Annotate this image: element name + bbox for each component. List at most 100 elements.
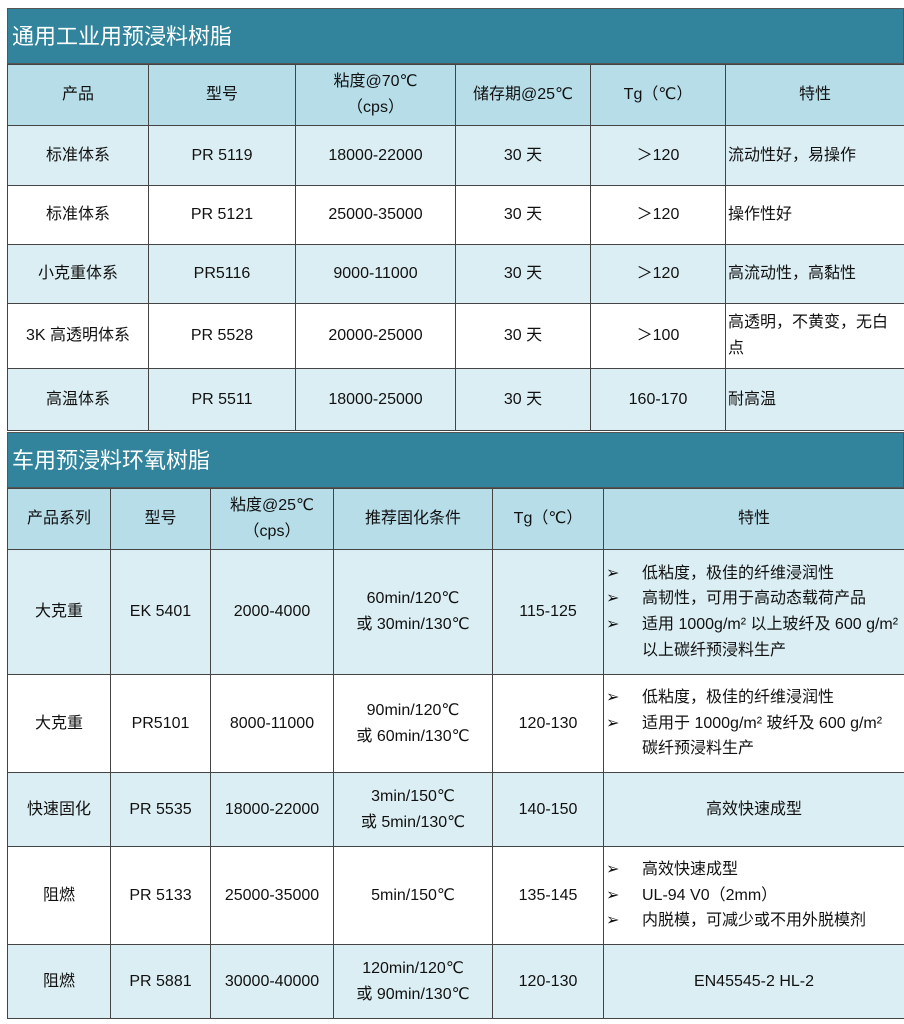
table-cell: 30 天: [455, 303, 591, 369]
table-cell: PR 5528: [148, 303, 296, 369]
table-cell: 30 天: [455, 185, 591, 245]
table-cell: 20000-25000: [295, 303, 456, 369]
table-cell: 115-125: [492, 549, 604, 675]
table-cell: PR5101: [110, 674, 211, 773]
table-automotive: 车用预浸料环氧树脂 产品系列 型号 粘度@25℃ （cps） 推荐固化条件 Tg（℃）特…: [7, 432, 904, 1019]
automotive-resin-table: 产品系列 型号 粘度@25℃ （cps） 推荐固化条件 Tg（℃） 特性大克重 EK 540…: [7, 488, 904, 1019]
table-cell: PR 5133: [110, 846, 211, 945]
feature-item: ➢ 高效快速成型: [606, 857, 902, 883]
features-cell: ➢ 高效快速成型 ➢ UL-94 V0（2mm） ➢ 内脱模，可减少或不用外脱模剂: [603, 846, 904, 945]
table-cell: 储存期@25℃: [455, 64, 591, 126]
arrow-bullet-icon: ➢: [606, 590, 620, 608]
table-cell: 标准体系: [7, 125, 149, 186]
feature-item: ➢ 内脱模，可减少或不用外脱模剂: [606, 908, 902, 934]
table-cell: 阻燃: [7, 944, 111, 1019]
table-cell: PR5116: [148, 244, 296, 304]
feature-text: 内脱模，可减少或不用外脱模剂: [642, 912, 867, 930]
feature-text: 低粘度，极佳的纤维浸润性: [642, 689, 835, 707]
table-cell: 25000-35000: [210, 846, 334, 945]
table-general-industrial: 通用工业用预浸料树脂 产品 型号 粘度@70℃ （cps） 储存期@25℃ Tg（℃）特…: [7, 8, 904, 431]
table-cell: Tg（℃）: [492, 488, 604, 550]
table-cell: 标准体系: [7, 185, 149, 245]
table-cell: 粘度@25℃ （cps）: [210, 488, 334, 550]
table-row: 标准体系 PR 5119 18000-22000 30 天＞120 流动性好，易操作: [7, 125, 904, 186]
table-cell: 18000-25000: [295, 368, 456, 431]
table-cell: Tg（℃）: [590, 64, 726, 126]
table-row: 快速固化 PR 5535 18000-22000 3min/150℃ 或 5min/1…: [7, 772, 904, 847]
feature-text: 高效快速成型: [642, 861, 739, 879]
table-cell: 160-170: [590, 368, 726, 431]
table-row: 阻燃 PR 5881 30000-40000 120min/120℃ 或 90min/…: [7, 944, 904, 1019]
table-cell: 18000-22000: [210, 772, 334, 847]
table-cell: 30 天: [455, 125, 591, 186]
table-cell: 操作性好: [725, 185, 904, 245]
table-cell: ＞120: [590, 244, 726, 304]
table-cell: 135-145: [492, 846, 604, 945]
table-cell: 18000-22000: [295, 125, 456, 186]
table-cell: PR 5881: [110, 944, 211, 1019]
table-cell: 30000-40000: [210, 944, 334, 1019]
table-cell: 120-130: [492, 674, 604, 773]
table-cell: 120min/120℃ 或 90min/130℃: [333, 944, 493, 1019]
table-cell: 30 天: [455, 244, 591, 304]
table-cell: 2000-4000: [210, 549, 334, 675]
arrow-bullet-icon: ➢: [606, 564, 620, 582]
table-cell: 高流动性，高黏性: [725, 244, 904, 304]
table-cell: 3K 高透明体系: [7, 303, 149, 369]
table-cell: 产品: [7, 64, 149, 126]
feature-text: UL-94 V0（2mm）: [642, 886, 778, 904]
feature-item: ➢ 适用 1000g/m² 以上玻纤及 600 g/m² 以上碳纤预浸料生产: [606, 612, 902, 663]
feature-item: ➢ 适用于 1000g/m² 玻纤及 600 g/m² 碳纤预浸料生产: [606, 711, 902, 762]
features-cell: ➢ 低粘度，极佳的纤维浸润性 ➢ 适用于 1000g/m² 玻纤及 600 g/m² …: [603, 674, 904, 773]
table-cell: PR 5119: [148, 125, 296, 186]
table-cell: 小克重体系: [7, 244, 149, 304]
table-cell: 高效快速成型: [603, 772, 904, 847]
table-cell: 30 天: [455, 368, 591, 431]
table-cell: EK 5401: [110, 549, 211, 675]
table-cell: 120-130: [492, 944, 604, 1019]
table-cell: PR 5121: [148, 185, 296, 245]
feature-text: 高韧性，可用于高动态载荷产品: [642, 590, 867, 608]
table-cell: 快速固化: [7, 772, 111, 847]
section-title: 车用预浸料环氧树脂: [7, 432, 904, 488]
feature-text: 低粘度，极佳的纤维浸润性: [642, 564, 835, 582]
table-cell: 8000-11000: [210, 674, 334, 773]
arrow-bullet-icon: ➢: [606, 912, 620, 930]
table-cell: 大克重: [7, 674, 111, 773]
arrow-bullet-icon: ➢: [606, 714, 620, 732]
table-cell: 粘度@70℃ （cps）: [295, 64, 456, 126]
feature-text: 适用于 1000g/m² 玻纤及 600 g/m² 碳纤预浸料生产: [642, 714, 883, 758]
table-cell: 耐高温: [725, 368, 904, 431]
feature-list: ➢ 低粘度，极佳的纤维浸润性 ➢ 适用于 1000g/m² 玻纤及 600 g/m² …: [606, 685, 902, 762]
table-row: 3K 高透明体系 PR 5528 20000-25000 30 天＞100 高透明，不黄…: [7, 303, 904, 369]
table-cell: ＞120: [590, 185, 726, 245]
table-cell: 型号: [148, 64, 296, 126]
table-cell: 90min/120℃ 或 60min/130℃: [333, 674, 493, 773]
table-cell: 3min/150℃ 或 5min/130℃: [333, 772, 493, 847]
table-cell: 特性: [603, 488, 904, 550]
table-cell: PR 5535: [110, 772, 211, 847]
feature-text: 适用 1000g/m² 以上玻纤及 600 g/m² 以上碳纤预浸料生产: [642, 616, 899, 659]
table-cell: 高温体系: [7, 368, 149, 431]
table-cell: 60min/120℃ 或 30min/130℃: [333, 549, 493, 675]
table-cell: 流动性好，易操作: [725, 125, 904, 186]
table-row: 小克重体系 PR5116 9000-11000 30 天＞120 高流动性，高黏性: [7, 244, 904, 304]
table-cell: ＞100: [590, 303, 726, 369]
table-cell: 5min/150℃: [333, 846, 493, 945]
features-cell: ➢ 低粘度，极佳的纤维浸润性 ➢ 高韧性，可用于高动态载荷产品 ➢ 适用 1000g/m²…: [603, 549, 904, 675]
table-row: 阻燃 PR 5133 25000-35000 5min/150℃ 135-145 ➢ 高效快…: [7, 846, 904, 945]
feature-item: ➢ 低粘度，极佳的纤维浸润性: [606, 561, 902, 587]
general-resin-table: 产品 型号 粘度@70℃ （cps） 储存期@25℃ Tg（℃） 特性 标准体系 PR 511…: [7, 64, 904, 431]
header-row: 产品 型号 粘度@70℃ （cps） 储存期@25℃ Tg（℃） 特性: [7, 64, 904, 126]
table-cell: 型号: [110, 488, 211, 550]
table-cell: 推荐固化条件: [333, 488, 493, 550]
table-cell: 产品系列: [7, 488, 111, 550]
table-cell: 9000-11000: [295, 244, 456, 304]
table-cell: ＞120: [590, 125, 726, 186]
table-cell: EN45545-2 HL-2: [603, 944, 904, 1019]
table-cell: 25000-35000: [295, 185, 456, 245]
table-cell: 阻燃: [7, 846, 111, 945]
table-row: 标准体系 PR 5121 25000-35000 30 天＞120 操作性好: [7, 185, 904, 245]
feature-item: ➢ 高韧性，可用于高动态载荷产品: [606, 586, 902, 612]
table-row: 大克重 PR5101 8000-11000 90min/120℃ 或 60min/13…: [7, 674, 904, 773]
